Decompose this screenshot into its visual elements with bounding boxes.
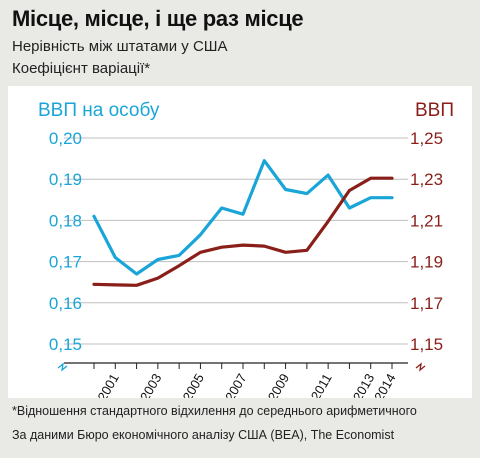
series-line-gdp-per-capita xyxy=(92,159,394,276)
y-left-axis-break-icon xyxy=(57,362,68,372)
x-tick-label: 2005 xyxy=(180,371,207,398)
chart-subtitle: Нерівність між штатами у США xyxy=(12,38,228,55)
plot-panel: ВВП на особу ВВП 0,15 1,15 0,16 1,17 0,17 1,19 0… xyxy=(8,86,472,398)
y-left-tick-label: 0,15 xyxy=(49,335,82,354)
y-left-axis-title: ВВП на особу xyxy=(38,100,160,121)
y-left-tick-label: 0,19 xyxy=(49,170,82,189)
y-right-axis-break-icon xyxy=(415,362,426,372)
y-left-tick-label: 0,17 xyxy=(49,253,82,272)
y-left-tick-label: 0,18 xyxy=(49,211,82,230)
x-tick-label: 2001 xyxy=(94,371,121,398)
chart-title: Місце, місце, і ще раз місце xyxy=(12,6,304,31)
y-right-tick-label: 1,21 xyxy=(410,211,443,230)
y-right-tick-label: 1,25 xyxy=(410,129,443,148)
x-tick-label: 2014 xyxy=(371,371,398,398)
chart-measure: Коефіцієнт варіації* xyxy=(12,60,151,77)
x-tick-label: 2003 xyxy=(137,371,164,398)
y-left-tick-label: 0,16 xyxy=(49,294,82,313)
x-tick-label: 2009 xyxy=(265,371,292,398)
source-note: За даними Бюро економічного аналізу США … xyxy=(12,428,395,442)
y-right-tick-label: 1,23 xyxy=(410,170,443,189)
y-right-tick-label: 1,17 xyxy=(410,294,443,313)
y-right-tick-label: 1,19 xyxy=(410,253,443,272)
x-tick-label: 2007 xyxy=(222,371,249,398)
footnote: *Відношення стандартного відхилення до с… xyxy=(12,404,417,418)
y-right-axis-title: ВВП xyxy=(415,100,454,121)
y-right-tick-label: 1,15 xyxy=(410,335,443,354)
line-chart: ВВП на особу ВВП 0,15 1,15 0,16 1,17 0,17 1,19 0… xyxy=(38,100,454,398)
y-left-tick-label: 0,20 xyxy=(49,129,82,148)
x-tick-label: 2011 xyxy=(308,371,335,398)
series-line-gdp xyxy=(92,176,394,287)
